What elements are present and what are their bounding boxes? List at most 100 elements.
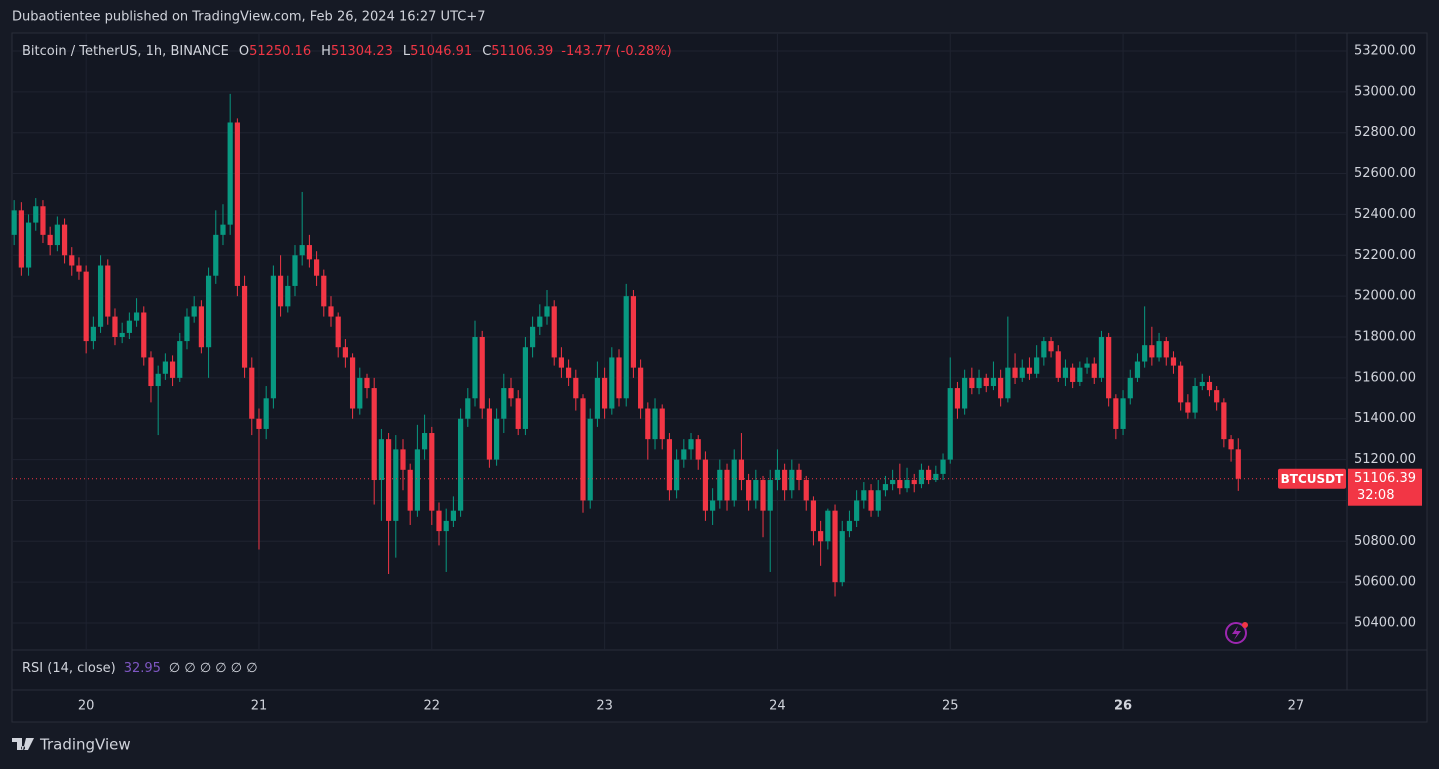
- candle-body: [854, 500, 860, 521]
- ohlc-label: C: [482, 44, 491, 59]
- candle-body: [983, 377, 989, 387]
- candle-body: [501, 388, 507, 419]
- candle-body: [1026, 367, 1033, 374]
- price-tag-value: 51106.39: [1354, 471, 1416, 486]
- candle-body: [364, 377, 370, 389]
- candle-body: [774, 469, 781, 481]
- candle-body: [313, 259, 320, 276]
- candle-body: [954, 388, 961, 409]
- candle-body: [357, 377, 363, 409]
- rsi-name: RSI (14, close): [22, 661, 116, 676]
- candle-body: [645, 408, 651, 440]
- candle-body: [40, 206, 46, 235]
- price-tag-countdown: 32:08: [1357, 488, 1394, 503]
- candle-body: [277, 275, 284, 307]
- candle-body: [421, 433, 428, 450]
- candle-body: [1041, 341, 1047, 358]
- y-tick-label: 52000.00: [1354, 289, 1416, 304]
- ohlc-label: L: [403, 44, 411, 59]
- candle-body: [580, 398, 586, 501]
- candle-body: [1178, 365, 1184, 403]
- candle-body: [962, 377, 968, 409]
- candle-body: [162, 361, 168, 374]
- rsi-legend: RSI (14, close) 32.95 ∅ ∅ ∅ ∅ ∅ ∅: [22, 661, 258, 676]
- candle-body: [731, 459, 737, 501]
- candle-body: [90, 326, 96, 342]
- candle-body: [112, 316, 118, 338]
- candle-body: [11, 210, 17, 235]
- candle-body: [681, 449, 687, 460]
- candle-body: [1034, 357, 1040, 374]
- symbol-name: Bitcoin / TetherUS, 1h, BINANCE: [22, 44, 229, 59]
- candle-body: [1062, 367, 1069, 378]
- candle-body: [479, 337, 485, 409]
- candle-body: [551, 306, 557, 358]
- candle-body: [746, 480, 752, 501]
- candle-body: [234, 122, 240, 286]
- candle-body: [832, 510, 838, 583]
- candle-body: [328, 306, 334, 317]
- candle-body: [1084, 363, 1090, 368]
- candle-body: [450, 510, 456, 521]
- candle-body: [76, 265, 82, 272]
- candle-body: [198, 306, 204, 348]
- candle-body: [213, 234, 219, 276]
- x-tick-label: 24: [769, 699, 786, 714]
- candle-body: [1228, 439, 1234, 450]
- candle-body: [508, 388, 514, 399]
- candle-body: [666, 439, 673, 491]
- candle-body: [688, 439, 694, 450]
- ohlc-label: O: [239, 44, 249, 59]
- candle-body: [133, 312, 140, 321]
- candle-body: [530, 326, 536, 348]
- candle-body: [18, 210, 24, 268]
- candle-body: [465, 398, 471, 419]
- candle-body: [969, 377, 975, 389]
- candle-body: [486, 408, 493, 460]
- candle-body: [882, 484, 889, 491]
- candle-body: [1098, 337, 1105, 378]
- candle-body: [1192, 386, 1198, 413]
- candle-body: [155, 373, 161, 387]
- ohlc-label: H: [321, 44, 331, 59]
- candle-body: [141, 312, 147, 358]
- candle-body: [241, 285, 248, 368]
- y-tick-label: 52400.00: [1354, 207, 1416, 222]
- candle-body: [414, 449, 420, 511]
- candle-body: [724, 469, 730, 501]
- candle-body: [458, 418, 464, 511]
- candle-body: [1005, 367, 1011, 399]
- x-tick-label: 21: [251, 699, 268, 714]
- candle-body: [933, 473, 939, 481]
- candle-body: [385, 439, 392, 521]
- y-tick-label: 50600.00: [1354, 575, 1416, 590]
- candle-body: [97, 265, 104, 327]
- grid: [12, 33, 1347, 650]
- candle-body: [803, 480, 809, 501]
- candle-body: [299, 245, 305, 256]
- candle-body: [1048, 341, 1054, 352]
- candle-body: [256, 418, 262, 429]
- candle-body: [342, 347, 348, 358]
- symbol-tag: [1278, 468, 1346, 489]
- candle-body: [1156, 341, 1162, 358]
- candle-body: [393, 449, 399, 521]
- alert-icon[interactable]: [1225, 622, 1248, 644]
- y-tick-label: 50800.00: [1354, 534, 1416, 549]
- y-tick-label: 51600.00: [1354, 370, 1416, 385]
- candle-body: [558, 357, 565, 368]
- candle-body: [796, 469, 802, 481]
- candle-body: [169, 361, 176, 378]
- candle-body: [522, 347, 529, 429]
- candle-body: [710, 500, 716, 511]
- candle-body: [69, 255, 75, 266]
- candle-body: [54, 224, 60, 246]
- candle-body: [602, 377, 608, 409]
- tradingview-logo: [12, 738, 34, 750]
- candle-body: [429, 433, 435, 511]
- candle-body: [1120, 398, 1126, 429]
- x-tick-label: 20: [78, 699, 95, 714]
- candle-body: [1113, 398, 1119, 429]
- candle-body: [738, 459, 745, 481]
